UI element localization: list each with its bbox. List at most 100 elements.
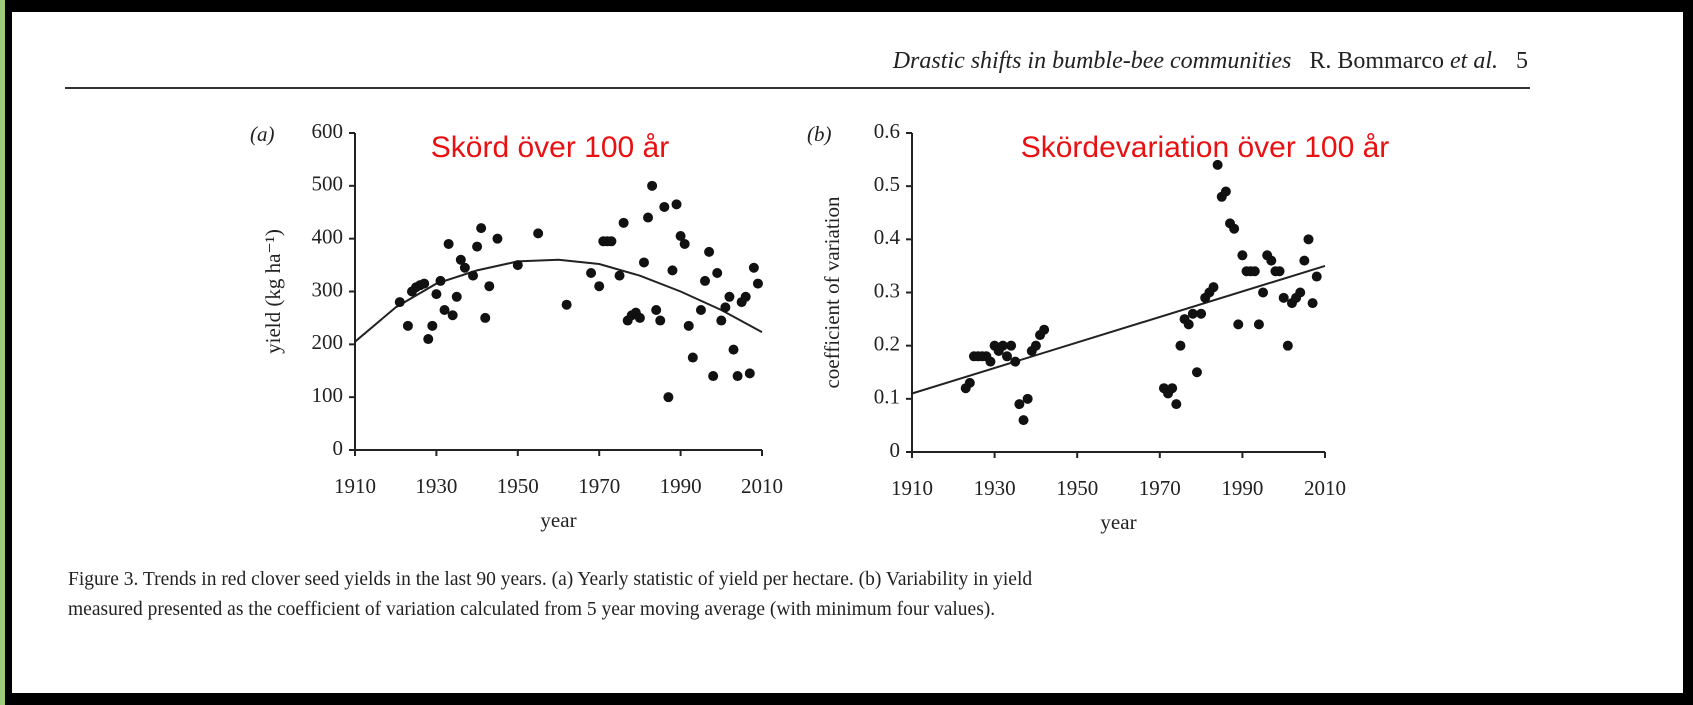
x-tick-label: 1910 [891,476,933,500]
data-point [561,299,572,310]
data-point [1229,223,1240,234]
data-point [1030,340,1041,351]
data-point [1018,415,1029,426]
data-point [1299,255,1310,266]
data-point [720,302,731,313]
data-point [651,304,662,315]
x-tick-label: 1970 [1139,476,1181,500]
paper-page: Drastic shifts in bumble-bee communities… [12,12,1683,693]
y-tick-label: 0 [890,438,901,462]
data-point [985,356,996,367]
data-point [964,377,975,388]
header-title: Drastic shifts in bumble-bee communities [892,48,1292,74]
data-point [752,278,763,289]
data-point [997,340,1008,351]
data-point [679,238,690,249]
data-point [492,233,503,244]
data-point [748,262,759,273]
data-point [594,281,605,292]
data-point [667,265,678,276]
data-point [1258,287,1269,298]
data-point [484,281,495,292]
y-tick-label: 0.1 [874,385,900,409]
trend-line [911,264,1326,395]
data-point [423,334,434,345]
data-point [708,371,719,382]
data-point [1187,308,1198,319]
data-point [1278,292,1289,303]
data-point [659,201,670,212]
data-point [1171,399,1182,410]
data-point [740,291,751,302]
x-tick-label: 1950 [1056,476,1098,500]
data-point [614,270,625,281]
data-point [1191,367,1202,378]
data-point [1212,159,1223,170]
data-point [744,368,755,379]
running-header: Drastic shifts in bumble-bee communities… [893,48,1528,75]
y-tick-label: 600 [312,119,344,143]
data-point [671,199,682,210]
data-point [402,320,413,331]
data-point [683,320,694,331]
data-point [419,278,430,289]
data-point [1220,186,1231,197]
data-point [704,246,715,257]
figure-caption: Figure 3. Trends in red clover seed yiel… [68,565,1032,625]
panel-label: (a) [250,122,275,146]
data-point [655,315,666,326]
data-point [724,291,735,302]
data-point [1282,340,1293,351]
data-point [732,371,743,382]
header-rule [65,87,1530,89]
data-point [459,262,470,273]
caption-line: Figure 3. Trends in red clover seed yiel… [68,569,1033,590]
y-tick-label: 0.3 [874,278,900,302]
data-point [716,315,727,326]
data-point [476,223,487,234]
data-point [455,254,466,265]
y-axis-label: coefficient of variation [820,196,844,389]
data-point [1266,255,1277,266]
data-point [451,291,462,302]
y-tick-label: 500 [312,172,344,196]
data-point [712,268,723,279]
data-point [435,275,446,286]
data-point [618,217,629,228]
data-point [643,212,654,223]
data-point [1175,340,1186,351]
caption-line: measured presented as the coefficient of… [68,599,996,620]
y-tick-label: 200 [312,330,344,354]
y-tick-label: 0 [333,436,344,460]
data-point [533,228,544,239]
y-tick-label: 0.4 [874,225,901,249]
data-point [447,310,458,321]
x-tick-label: 1990 [660,474,702,498]
data-point [1010,356,1021,367]
y-axis-label: yield (kg ha⁻¹) [261,229,285,354]
data-point [586,268,597,279]
y-tick-label: 0.5 [874,172,900,196]
data-point [427,320,438,331]
data-point [1022,393,1033,404]
data-point [1183,319,1194,330]
data-point [1311,271,1322,282]
data-point [431,289,442,300]
data-point [439,304,450,315]
data-point [1237,250,1248,261]
data-point [512,260,523,271]
panel-label: (b) [807,122,832,146]
data-point [1039,324,1050,335]
data-point [606,236,617,247]
window-edge [0,0,5,705]
header-author: R. Bommarco [1309,48,1444,74]
chart-title: Skörd över 100 år [431,131,669,164]
data-point [443,238,454,249]
y-tick-label: 400 [312,224,344,248]
x-axis-label: year [540,508,576,532]
page-number: 5 [1516,48,1528,74]
data-point [638,257,649,268]
data-point [1208,282,1219,293]
